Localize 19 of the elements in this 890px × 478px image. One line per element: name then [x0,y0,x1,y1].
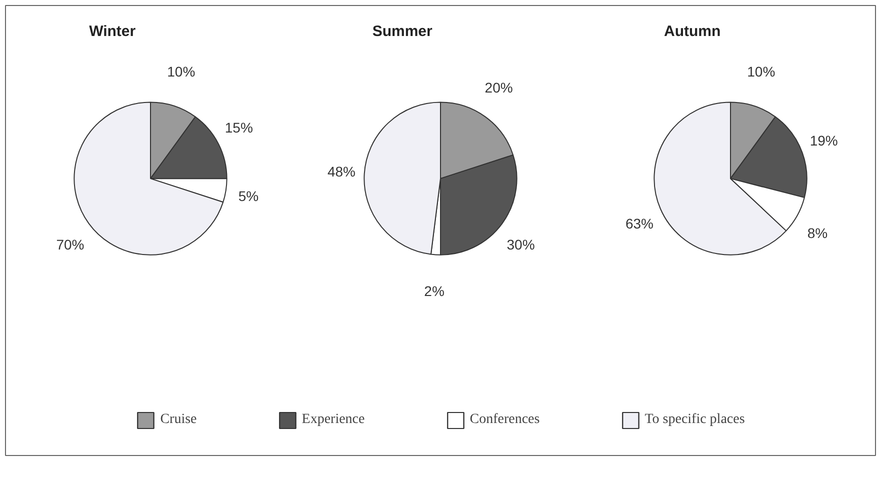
chart-title: Summer [372,22,433,40]
chart-title: Autumn [664,22,721,40]
data-label: 30% [506,236,535,253]
legend-label: Experience [302,412,365,428]
data-label: 8% [807,224,828,241]
data-label: 10% [747,64,776,80]
data-label: 19% [810,132,838,148]
data-label: 5% [238,188,259,204]
data-label: 63% [625,215,654,232]
data-label: 15% [224,120,253,136]
chart-title: Winter [89,22,136,40]
data-label: 2% [424,282,444,299]
data-label: 48% [327,164,356,180]
legend-label: Cruise [160,412,197,428]
data-label: 10% [167,64,196,80]
legend-label: Conferences [470,412,540,428]
data-label: 20% [484,80,513,96]
legend-label: To specific places [644,412,745,428]
data-label: 70% [56,236,84,253]
